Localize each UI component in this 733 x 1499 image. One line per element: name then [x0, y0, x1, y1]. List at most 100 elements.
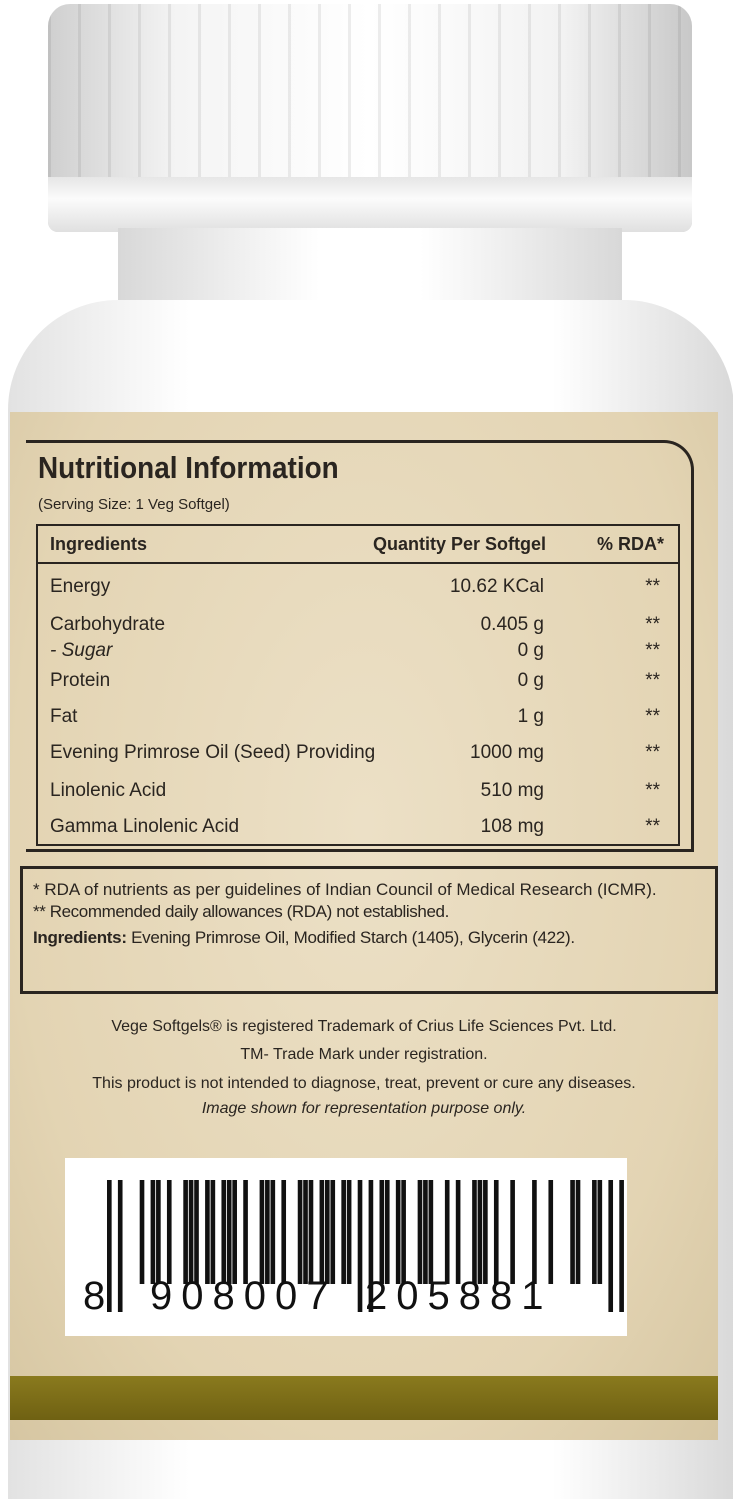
barcode-bar — [417, 1180, 423, 1284]
nutrient-quantity: 0.405 g — [480, 614, 544, 635]
barcode-digit-first: 8 — [83, 1274, 115, 1318]
nutrient-quantity: 108 mg — [480, 816, 544, 837]
barcode-bar — [570, 1180, 575, 1284]
barcode-bar — [303, 1180, 308, 1284]
barcode-bar — [597, 1180, 603, 1284]
barcode-bar — [183, 1180, 188, 1284]
footnote-rda: * RDA of nutrients as per guidelines of … — [33, 880, 657, 899]
barcode-bar — [444, 1180, 450, 1284]
nutrient-rda: ** — [645, 780, 660, 801]
barcode-bar — [297, 1180, 303, 1284]
footnote-not-established: ** Recommended daily allowances (RDA) no… — [33, 902, 449, 921]
barcode-bar — [150, 1180, 156, 1284]
barcode-bar — [243, 1180, 248, 1284]
barcode-bar — [548, 1180, 554, 1284]
nutrient-rda: ** — [645, 742, 660, 763]
barcode-bar — [428, 1180, 434, 1284]
nutrient-name: Gamma Linolenic Acid — [50, 816, 240, 837]
barcode-bar — [166, 1180, 172, 1284]
barcode-bar — [139, 1180, 145, 1284]
barcode-bar — [592, 1180, 597, 1284]
nutrition-table: Ingredients Quantity Per Softgel % RDA* … — [36, 524, 680, 846]
barcode-bar — [156, 1180, 161, 1284]
nutrition-panel — [26, 440, 694, 852]
barcode-digits-right: 205881 — [365, 1274, 553, 1318]
nutrition-title: Nutritional Information — [38, 450, 339, 485]
header-rda: % RDA* — [596, 534, 664, 554]
barcode-bar — [270, 1180, 276, 1284]
trademark-text: Vege Softgels® is registered Trademark o… — [111, 1018, 617, 1035]
bottle-cap — [48, 4, 692, 232]
barcode-bar — [455, 1180, 461, 1284]
barcode: 8 908007 205881 — [65, 1158, 627, 1336]
nutrient-name: Evening Primrose Oil (Seed) Providing — [50, 742, 376, 763]
barcode-bar — [357, 1180, 363, 1312]
header-ingredients: Ingredients — [50, 534, 148, 554]
nutrient-name: Carbohydrate — [50, 614, 166, 635]
ingredients-label: Ingredients: — [33, 928, 127, 947]
barcode-bar — [330, 1180, 336, 1284]
barcode-bar — [379, 1180, 385, 1284]
barcode-bar — [232, 1180, 237, 1284]
barcode-bar — [281, 1180, 287, 1284]
barcode-bar — [107, 1180, 112, 1312]
nutrient-name: Energy — [50, 576, 111, 597]
barcode-bar — [308, 1180, 314, 1284]
nutrient-name: Protein — [50, 670, 111, 691]
barcode-bar — [210, 1180, 216, 1284]
nutrient-rda: ** — [645, 640, 660, 661]
barcode-bar — [346, 1180, 352, 1284]
barcode-bar — [319, 1180, 325, 1284]
barcode-bar — [472, 1180, 477, 1284]
ingredients-line: Ingredients: Evening Primrose Oil, Modif… — [33, 927, 715, 949]
barcode-bars — [107, 1180, 624, 1312]
representation-text: Image shown for representation purpose o… — [201, 1100, 527, 1117]
barcode-bar — [341, 1180, 346, 1284]
barcode-bar — [325, 1180, 330, 1284]
barcode-bar — [194, 1180, 199, 1284]
barcode-bar — [619, 1180, 624, 1312]
barcode-bar — [532, 1180, 537, 1284]
tm-text: TM- Trade Mark under registration. — [240, 1046, 488, 1063]
nutrient-quantity: 0 g — [517, 640, 544, 661]
nutrient-quantity: 10.62 KCal — [449, 576, 544, 597]
label-band — [10, 1376, 718, 1420]
barcode-bar — [368, 1180, 374, 1312]
nutrient-rda: ** — [645, 670, 660, 691]
nutrient-quantity: 510 mg — [480, 780, 544, 801]
nutrient-quantity: 0 g — [517, 670, 544, 691]
barcode-bar — [510, 1180, 515, 1284]
barcode-bar — [477, 1180, 483, 1284]
barcode-bar — [493, 1180, 499, 1284]
nutrient-rda: ** — [645, 706, 660, 727]
serving-size: (Serving Size: 1 Veg Softgel) — [38, 496, 230, 513]
barcode-digits-left: 908007 — [150, 1274, 338, 1318]
nutrient-rda: ** — [645, 614, 660, 635]
footnotes-box: * RDA of nutrients as per guidelines of … — [20, 866, 718, 994]
barcode-bar — [384, 1180, 390, 1284]
barcode-bar — [423, 1180, 428, 1284]
barcode-bar — [259, 1180, 265, 1284]
nutrient-quantity: 1 g — [517, 706, 544, 727]
barcode-bar — [226, 1180, 232, 1284]
nutrient-name: Linolenic Acid — [50, 780, 167, 801]
nutrient-rda: ** — [645, 816, 660, 837]
header-quantity: Quantity Per Softgel — [372, 534, 546, 554]
barcode-bar — [575, 1180, 581, 1284]
barcode-bar — [188, 1180, 194, 1284]
barcode-bar — [483, 1180, 488, 1284]
table-header: Ingredients Quantity Per Softgel % RDA* — [38, 526, 678, 564]
barcode-bar — [265, 1180, 270, 1284]
barcode-bar — [221, 1180, 227, 1284]
nutrient-name: Fat — [50, 706, 78, 727]
nutrient-name: - Sugar — [50, 640, 113, 661]
nutrient-rda: ** — [645, 576, 660, 597]
ingredients-text: Evening Primrose Oil, Modified Starch (1… — [131, 928, 575, 947]
barcode-bar — [401, 1180, 406, 1284]
barcode-bar — [608, 1180, 614, 1312]
barcode-bar — [205, 1180, 210, 1284]
disclaimer-text: This product is not intended to diagnose… — [92, 1075, 636, 1092]
barcode-bar — [117, 1180, 123, 1312]
nutrient-quantity: 1000 mg — [470, 742, 544, 763]
barcode-bar — [395, 1180, 401, 1284]
